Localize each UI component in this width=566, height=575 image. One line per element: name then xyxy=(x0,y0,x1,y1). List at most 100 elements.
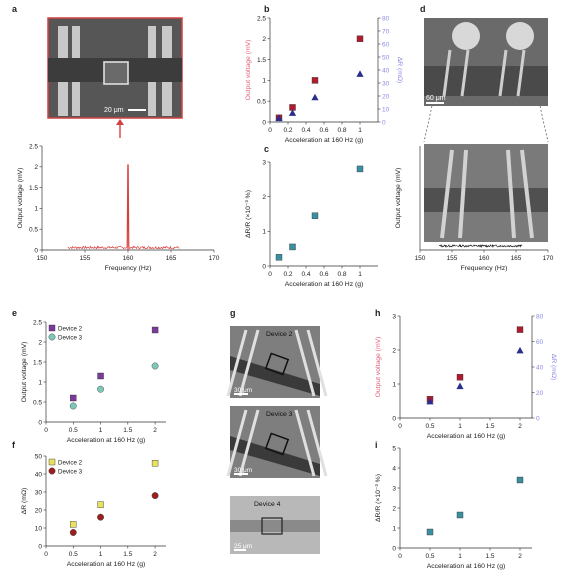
device-label-g-2: Device 2 xyxy=(266,331,293,338)
x-tick-label-c: 0.8 xyxy=(337,271,346,278)
y-tick-label-f: 40 xyxy=(35,471,43,478)
y-axis-title-d: Output voltage (mV) xyxy=(395,168,402,229)
legend-marker-f xyxy=(48,458,56,466)
y2-tick-label-b: 80 xyxy=(382,15,390,22)
device-square-a xyxy=(103,61,129,85)
y-tick-label-h: 3 xyxy=(392,313,396,320)
data-point-i-0 xyxy=(426,528,434,536)
x-axis-title-d: Frequency (Hz) xyxy=(461,265,508,272)
x-tick-label-b: 0.8 xyxy=(337,127,346,134)
x-tick-label-a: 160 xyxy=(123,255,134,262)
electrode-d-zoom xyxy=(440,149,454,239)
zoom-line-d-2 xyxy=(539,105,549,143)
spectrum-line-d xyxy=(439,243,523,249)
x-axis-title-f: Acceleration at 160 Hz (g) xyxy=(67,561,146,568)
y-tick-label-f: 30 xyxy=(35,489,43,496)
electrode-d-top xyxy=(516,49,526,97)
x-tick-label-e: 1 xyxy=(99,427,103,434)
x-tick-label-d: 150 xyxy=(415,255,426,262)
y2-tick-label-b: 70 xyxy=(382,28,390,35)
x-tick-label-d: 160 xyxy=(479,255,490,262)
panel-label-f: f xyxy=(12,440,16,450)
y2-axis-title-b: ΔR (mΩ) xyxy=(396,57,403,84)
data-point-b-1 xyxy=(288,109,297,116)
y-tick-label-b: 2 xyxy=(262,36,266,43)
x-tick-label-a: 165 xyxy=(166,255,177,262)
pad-d-2 xyxy=(506,22,534,50)
y-tick-label-e: 0 xyxy=(38,419,42,426)
channel-g-2 xyxy=(230,356,320,396)
electrode-g-3 xyxy=(238,409,260,477)
y-tick-label-b: 1.5 xyxy=(257,57,266,64)
data-point-e-1 xyxy=(151,362,159,370)
y-tick-label-b: 1 xyxy=(262,78,266,85)
y-tick-label-h: 0 xyxy=(392,415,396,422)
electrode-g-2 xyxy=(238,329,260,397)
y-tick-label-b: 2.5 xyxy=(257,15,266,22)
x-tick-label-a: 170 xyxy=(209,255,220,262)
x-tick-label-d: 155 xyxy=(447,255,458,262)
y-tick-label-h: 2 xyxy=(392,347,396,354)
y-tick-label-i: 0 xyxy=(392,545,396,552)
x-tick-label-c: 0.6 xyxy=(319,271,328,278)
data-point-b-1 xyxy=(311,93,319,101)
data-point-b-1 xyxy=(356,70,364,77)
x-tick-label-h: 1 xyxy=(458,423,462,430)
data-point-c-0 xyxy=(356,165,364,173)
y-axis-title-f: ΔR (mΩ) xyxy=(21,488,28,515)
y-tick-label-a: 0.5 xyxy=(29,227,38,234)
electrode-g-3 xyxy=(294,409,316,477)
panel-label-c: c xyxy=(264,144,269,154)
data-point-f-0 xyxy=(97,501,104,508)
y2-axis-title-h: ΔR (mΩ) xyxy=(550,354,557,381)
data-point-b-1 xyxy=(275,114,283,122)
x-axis-title-h: Acceleration at 160 Hz (g) xyxy=(427,433,506,440)
channel-g-3 xyxy=(230,436,320,476)
data-point-f-1 xyxy=(69,529,77,536)
electrode-g-2 xyxy=(294,329,316,397)
electrode-g-3 xyxy=(306,409,328,477)
x-tick-label-d: 165 xyxy=(511,255,522,262)
scale-label-g-3: 30 μm xyxy=(234,467,252,474)
y2-tick-label-b: 0 xyxy=(382,119,386,126)
data-point-e-0 xyxy=(70,394,77,402)
y-axis-title-b: Output voltage (mV) xyxy=(245,40,252,101)
data-point-f-1 xyxy=(97,513,104,521)
electrode-g-3 xyxy=(226,409,248,477)
y-tick-label-a: 1.5 xyxy=(29,185,38,192)
y2-tick-label-h: 80 xyxy=(536,313,544,320)
scale-label-d: 60 μm xyxy=(426,95,446,102)
x-tick-label-f: 0.5 xyxy=(69,551,78,558)
y-axis-title-i: ΔR/R (×10⁻³ %) xyxy=(375,474,382,522)
electrode-d-top xyxy=(460,49,470,97)
y-tick-label-i: 5 xyxy=(392,445,396,452)
data-point-h-1 xyxy=(516,346,524,354)
x-tick-label-c: 0 xyxy=(268,271,272,278)
data-point-e-0 xyxy=(151,326,159,334)
y-tick-label-c: 1 xyxy=(262,229,266,236)
y-tick-label-a: 2 xyxy=(34,164,38,171)
data-point-h-1 xyxy=(456,382,464,390)
data-point-e-1 xyxy=(97,385,104,393)
x-tick-label-c: 0.2 xyxy=(283,271,292,278)
y-tick-label-e: 1.5 xyxy=(33,359,42,366)
pad-d-1 xyxy=(452,22,480,50)
data-point-f-0 xyxy=(151,460,159,467)
panel-label-i: i xyxy=(375,440,378,450)
data-point-h-0 xyxy=(516,326,524,333)
y2-tick-label-h: 60 xyxy=(536,339,544,346)
data-point-i-0 xyxy=(456,511,464,519)
legend-marker-e xyxy=(48,333,56,341)
x-tick-label-e: 0.5 xyxy=(69,427,78,434)
scale-label-g-2: 30 μm xyxy=(234,387,252,394)
y2-tick-label-b: 50 xyxy=(382,54,390,61)
y-tick-label-f: 10 xyxy=(35,525,43,532)
zoom-line-d-1 xyxy=(423,105,433,143)
data-point-h-1 xyxy=(426,397,434,405)
x-tick-label-c: 0.4 xyxy=(301,271,310,278)
electrode-d-zoom xyxy=(506,149,516,239)
data-point-e-1 xyxy=(69,402,77,410)
y-axis-title-e: Output voltage (mV) xyxy=(21,342,28,403)
x-tick-label-h: 1.5 xyxy=(485,423,494,430)
panel-label-b: b xyxy=(264,4,270,14)
